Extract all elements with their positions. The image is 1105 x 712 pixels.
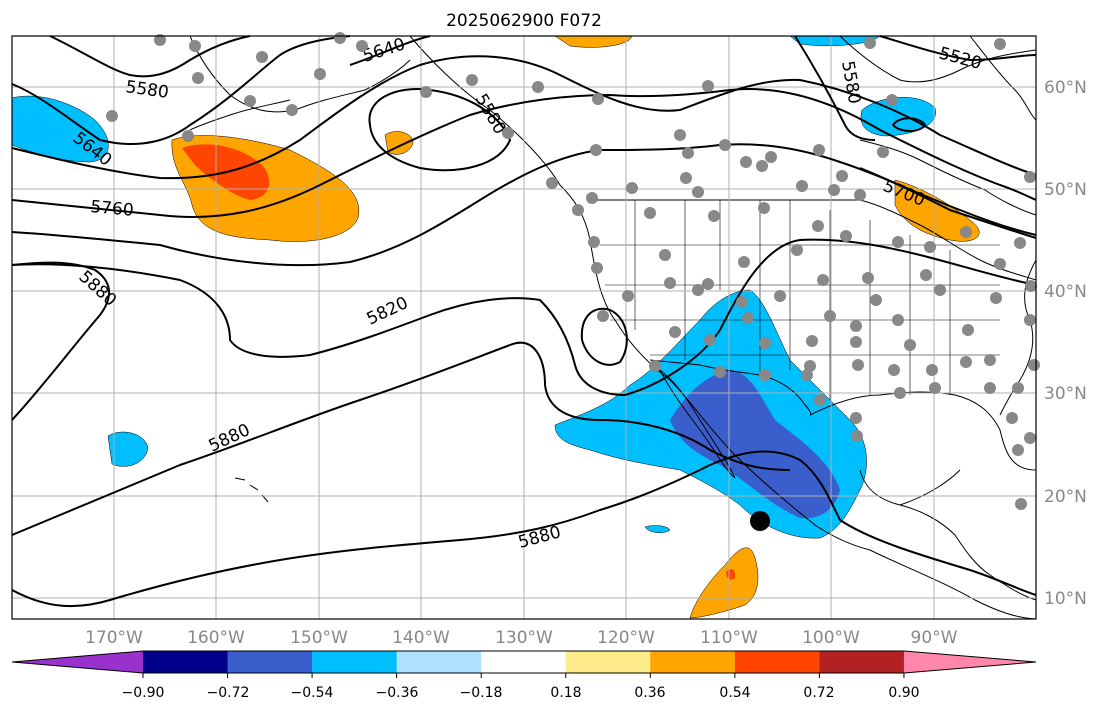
latitude-labels: 60°N 50°N 40°N 30°N 20°N 10°N — [1044, 78, 1087, 609]
longitude-labels: 170°W 160°W 150°W 140°W 130°W 120°W 110°… — [85, 628, 958, 648]
station-dots — [106, 32, 1040, 510]
contour-5880-south — [11, 341, 791, 536]
lat-label: 30°N — [1044, 384, 1087, 404]
warm-anomaly-canada — [894, 179, 980, 242]
contour-5640-west — [11, 35, 351, 146]
lon-label: 110°W — [700, 628, 758, 648]
colorbar-tick: −0.90 — [122, 685, 165, 701]
lon-label: 170°W — [85, 628, 143, 648]
cold-anomaly-top — [789, 35, 881, 46]
contour-5820-b — [11, 238, 1037, 397]
map-area: 5640 5580 5580 5640 5760 5880 5820 5880 … — [11, 32, 1040, 620]
colorbar-segment — [312, 651, 398, 673]
lat-label: 40°N — [1044, 282, 1087, 302]
height-contours — [11, 35, 1037, 608]
contour-5880-far — [11, 450, 1037, 608]
colorbar-tick: 0.36 — [634, 685, 665, 701]
colorbar-tick: 0.90 — [888, 685, 919, 701]
lat-label: 10°N — [1044, 589, 1087, 609]
contour-5700-mid — [11, 55, 1037, 180]
colorbar-segment — [227, 651, 313, 673]
lon-label: 130°W — [495, 628, 553, 648]
station-marker — [750, 511, 770, 531]
colorbar-segment — [143, 651, 229, 673]
colorbar-tick: 0.54 — [719, 685, 750, 701]
contour-5640-north — [349, 35, 431, 66]
colorbar-tick: −0.72 — [207, 685, 250, 701]
contour-ring-gulf — [368, 88, 512, 172]
colorbar-segment — [650, 651, 736, 673]
colorbar — [11, 650, 1037, 678]
contour-ne-ring — [891, 117, 927, 132]
contour-5700-ne — [859, 167, 1037, 239]
colorbar-tick: −0.36 — [376, 685, 419, 701]
colorbar-tick: 0.72 — [803, 685, 834, 701]
colorbar-tick: 0.18 — [550, 685, 581, 701]
colorbar-segment — [734, 651, 820, 673]
lon-label: 140°W — [392, 628, 450, 648]
lat-label: 60°N — [1044, 78, 1087, 98]
contour-label: 5760 — [90, 197, 135, 221]
colorbar-extend-max — [903, 651, 1036, 673]
lon-label: 150°W — [290, 628, 348, 648]
warm-anomaly-south — [689, 547, 759, 619]
cold-anomaly-hawaii — [107, 431, 149, 467]
lon-label: 120°W — [597, 628, 655, 648]
contour-ring-california — [580, 307, 628, 366]
colorbar-extend-min — [12, 651, 143, 673]
map-title: 2025062900 F072 — [446, 11, 602, 31]
colorbar-tick: −0.18 — [460, 685, 503, 701]
hot-anomaly-south — [726, 569, 736, 580]
cold-anomaly-small-pacific — [644, 525, 671, 533]
lat-label: 20°N — [1044, 487, 1087, 507]
contour-5880-inner — [11, 261, 110, 421]
colorbar-segment — [565, 651, 651, 673]
lon-label: 90°W — [911, 628, 958, 648]
contour-5580-west — [49, 35, 251, 78]
colorbar-segment — [481, 651, 567, 673]
colorbar-segment — [819, 651, 905, 673]
lon-label: 160°W — [187, 628, 245, 648]
colorbar-ticks: −0.90 −0.72 −0.54 −0.36 −0.18 0.18 0.36 … — [122, 685, 920, 701]
contour-5760 — [11, 88, 1037, 218]
colorbar-tick: −0.54 — [291, 685, 334, 701]
lon-label: 100°W — [802, 628, 860, 648]
colorbar-segment — [396, 651, 482, 673]
cold-anomaly-mexico-core — [670, 370, 840, 519]
contour-5580-east — [794, 35, 876, 141]
contour-5520 — [879, 35, 1037, 62]
lat-label: 50°N — [1044, 180, 1087, 200]
